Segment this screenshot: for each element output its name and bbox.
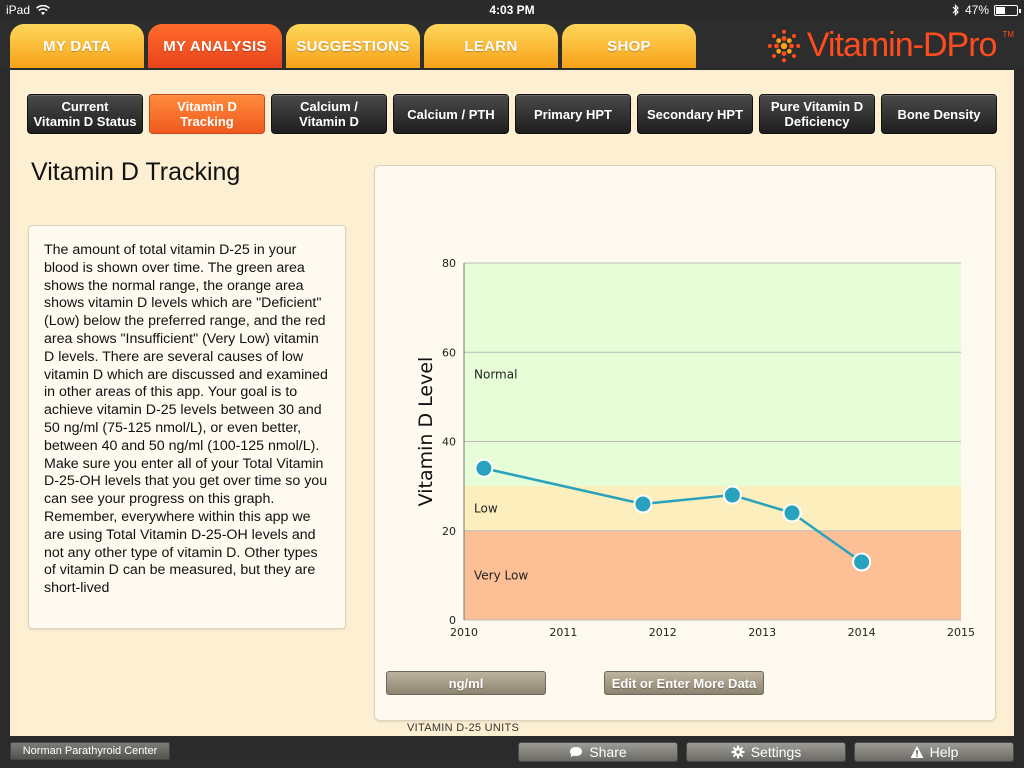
chart-panel: Very Low Low Normal 0 20 40 60 80 2010 2011 2012 20… <box>374 165 996 734</box>
battery-percent: 47% <box>964 3 989 17</box>
settings-button[interactable]: Settings <box>686 742 846 762</box>
status-time: 4:03 PM <box>489 3 535 17</box>
subtab-secondary-hpt[interactable]: Secondary HPT <box>637 94 753 134</box>
edit-data-button[interactable]: Edit or Enter More Data <box>604 671 764 695</box>
vitamin-d-chart: Very Low Low Normal 0 20 40 60 80 2010 2011 2012 20… <box>415 257 975 639</box>
subtab-calcium-pth[interactable]: Calcium / PTH <box>393 94 509 134</box>
help-label: Help <box>929 744 959 760</box>
help-button[interactable]: Help <box>854 742 1014 762</box>
units-button[interactable]: ng/ml <box>386 671 546 695</box>
analysis-subtabs: Current Vitamin D Status Vitamin D Trackin… <box>27 94 997 134</box>
y-tick-label: 40 <box>442 436 456 449</box>
page-title: Vitamin D Tracking <box>31 158 241 186</box>
logo-text: Vitamin-DPro <box>806 26 998 64</box>
footer-bar: Norman Parathyroid Center Share Settings… <box>0 736 1024 768</box>
band-label: Normal <box>474 368 517 382</box>
gear-icon <box>731 745 745 759</box>
band-very-low <box>464 530 961 620</box>
subtab-current-vitamin-d-status[interactable]: Current Vitamin D Status <box>27 94 143 134</box>
app-header: MY DATA MY ANALYSIS SUGGESTIONS LEARN SH… <box>0 20 1024 90</box>
data-point <box>474 458 494 478</box>
band-label: Low <box>474 501 498 515</box>
band-normal <box>464 263 961 487</box>
speech-bubble-icon <box>570 747 583 758</box>
tab-my-data[interactable]: MY DATA <box>10 24 144 68</box>
share-button[interactable]: Share <box>518 742 678 762</box>
battery-icon <box>994 4 1021 16</box>
tab-my-analysis[interactable]: MY ANALYSIS <box>148 24 282 68</box>
subtab-pure-vitamin-d-deficiency[interactable]: Pure Vitamin D Deficiency <box>759 94 875 134</box>
norman-parathyroid-center-button[interactable]: Norman Parathyroid Center <box>10 742 170 760</box>
subtab-vitamin-d-tracking[interactable]: Vitamin D Tracking <box>149 94 265 134</box>
main-tabs: MY DATA MY ANALYSIS SUGGESTIONS LEARN SH… <box>10 24 696 68</box>
x-tick-label: 2012 <box>649 626 677 639</box>
description-text: The amount of total vitamin D-25 in your… <box>44 242 328 597</box>
data-point <box>633 494 653 514</box>
y-tick-label: 20 <box>442 525 456 538</box>
band-low <box>464 486 961 531</box>
settings-label: Settings <box>750 744 802 760</box>
y-tick-label: 60 <box>442 346 456 359</box>
y-tick-label: 80 <box>442 257 456 270</box>
band-label: Very Low <box>474 568 528 582</box>
data-point <box>782 503 802 523</box>
main-content: Current Vitamin D Status Vitamin D Trackin… <box>10 70 1014 736</box>
sun-logo-icon <box>767 29 801 62</box>
status-bar: iPad 4:03 PM 47% <box>0 0 1024 20</box>
subtab-calcium-vitamin-d[interactable]: Calcium / Vitamin D <box>271 94 387 134</box>
app-logo: Vitamin-DPro TM <box>767 26 1014 65</box>
device-label: iPad <box>6 3 31 17</box>
y-tick-label: 0 <box>449 614 456 627</box>
warning-icon <box>910 746 924 758</box>
x-tick-label: 2015 <box>947 626 975 639</box>
logo-trademark: TM <box>1002 30 1014 39</box>
data-point <box>852 552 872 572</box>
y-axis-title: Vitamin D Level <box>415 357 437 507</box>
subtab-primary-hpt[interactable]: Primary HPT <box>515 94 631 134</box>
units-label: VITAMIN D-25 UNITS <box>407 722 520 734</box>
tab-shop[interactable]: SHOP <box>562 24 696 68</box>
wifi-icon <box>36 4 50 15</box>
tab-suggestions[interactable]: SUGGESTIONS <box>286 24 420 68</box>
x-tick-label: 2013 <box>748 626 776 639</box>
x-tick-label: 2011 <box>549 626 577 639</box>
tab-learn[interactable]: LEARN <box>424 24 558 68</box>
data-point <box>722 485 742 505</box>
x-tick-label: 2014 <box>848 626 876 639</box>
bluetooth-icon <box>952 4 959 16</box>
share-label: Share <box>589 744 627 760</box>
x-tick-label: 2010 <box>450 626 478 639</box>
description-panel[interactable]: The amount of total vitamin D-25 in your… <box>28 225 346 629</box>
subtab-bone-density[interactable]: Bone Density <box>881 94 997 134</box>
